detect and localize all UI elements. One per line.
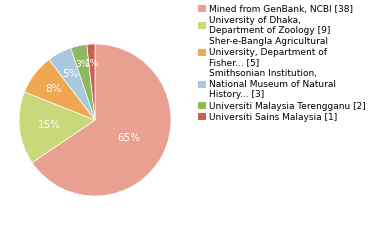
Text: 3%: 3% <box>76 60 90 69</box>
Wedge shape <box>24 60 95 120</box>
Text: 15%: 15% <box>38 120 61 130</box>
Text: 1%: 1% <box>85 59 99 68</box>
Wedge shape <box>49 48 95 120</box>
Wedge shape <box>71 44 95 120</box>
Wedge shape <box>87 44 95 120</box>
Text: 8%: 8% <box>46 84 62 94</box>
Legend: Mined from GenBank, NCBI [38], University of Dhaka,
Department of Zoology [9], S: Mined from GenBank, NCBI [38], Universit… <box>198 5 366 122</box>
Text: 65%: 65% <box>117 133 140 143</box>
Text: 5%: 5% <box>63 69 79 79</box>
Wedge shape <box>19 92 95 163</box>
Wedge shape <box>32 44 171 196</box>
